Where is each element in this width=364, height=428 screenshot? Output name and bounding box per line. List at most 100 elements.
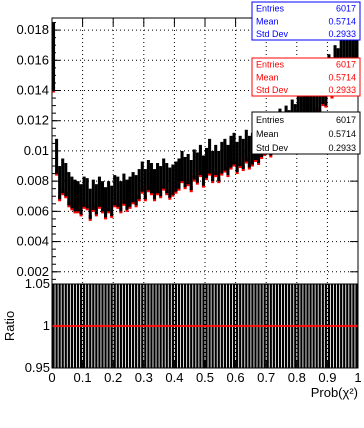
hist-bin xyxy=(67,172,71,206)
stats-value: 0.2933 xyxy=(328,29,356,39)
ratio-point xyxy=(245,324,248,328)
hist-bin xyxy=(351,24,355,61)
x-tick-label: 0.6 xyxy=(227,370,245,385)
ratio-point xyxy=(76,324,80,328)
ratio-point xyxy=(122,324,126,328)
x-tick-label: 0.4 xyxy=(165,370,183,385)
ratio-point xyxy=(303,324,306,328)
ratio-point xyxy=(125,324,129,328)
ratio-point xyxy=(199,324,202,328)
ratio-point xyxy=(263,324,266,328)
ratio-point xyxy=(110,324,113,328)
hist-bin xyxy=(339,36,343,76)
hist-bin xyxy=(235,141,239,173)
ratio-point xyxy=(168,324,172,328)
hist-bin xyxy=(232,132,236,165)
ratio-point xyxy=(119,324,123,328)
stats-value: 6017 xyxy=(336,115,356,125)
stats-label: Mean xyxy=(256,16,279,26)
x-tick-label: 0.1 xyxy=(74,370,92,385)
ratio-point xyxy=(355,324,358,328)
ratio-point xyxy=(318,324,321,328)
hist-bin xyxy=(217,150,221,182)
ratio-point xyxy=(333,324,337,328)
hist-bin xyxy=(205,147,209,179)
ratio-point xyxy=(138,324,141,328)
ratio-point xyxy=(330,324,334,328)
ratio-point xyxy=(89,324,92,328)
hist-bin xyxy=(189,160,193,191)
ratio-point xyxy=(321,324,325,328)
ratio-point xyxy=(248,324,251,328)
ratio-point xyxy=(150,324,153,328)
ratio-point xyxy=(190,324,193,328)
stats-label: Entries xyxy=(256,60,285,70)
ratio-point xyxy=(171,324,175,328)
hist-bin xyxy=(131,172,135,203)
hist-bin xyxy=(119,181,123,212)
ratio-point xyxy=(211,324,214,328)
ratio-point xyxy=(269,324,272,328)
hist-bin xyxy=(55,138,59,174)
stats-box xyxy=(251,57,361,97)
ratio-point xyxy=(327,324,331,328)
hist-bin xyxy=(354,27,358,64)
hist-bin xyxy=(312,85,316,123)
ratio-point xyxy=(85,324,89,328)
ratio-point xyxy=(156,324,159,328)
ratio-point xyxy=(229,324,233,328)
ratio-y-tick-label: 1.05 xyxy=(25,276,50,291)
hist-bin xyxy=(192,149,196,180)
hist-bin xyxy=(107,181,111,212)
ratio-point xyxy=(147,324,150,328)
ratio-point xyxy=(235,324,239,328)
ratio-point xyxy=(183,324,187,328)
hist-bin xyxy=(64,163,68,197)
ratio-point xyxy=(174,324,178,328)
ratio-point xyxy=(186,324,190,328)
stats-box xyxy=(251,1,361,41)
ratio-point xyxy=(113,324,116,328)
ratio-point xyxy=(223,324,227,328)
hist-bin xyxy=(110,185,114,216)
stats-label: Entries xyxy=(256,115,285,125)
y-tick-label: 0.016 xyxy=(16,52,49,67)
ratio-point xyxy=(266,324,269,328)
ratio-point xyxy=(281,324,285,328)
hist-bin xyxy=(309,78,313,118)
hist-bin xyxy=(61,158,65,194)
hist-bin xyxy=(88,188,92,219)
ratio-point xyxy=(193,324,196,328)
hist-bin xyxy=(104,187,108,218)
hist-bin xyxy=(122,173,126,204)
x-tick-label: 0.8 xyxy=(288,370,306,385)
ratio-point xyxy=(232,324,236,328)
stats-value: 0.5714 xyxy=(328,16,356,26)
ratio-point xyxy=(324,324,328,328)
hist-bin xyxy=(85,178,89,209)
ratio-y-tick-label: 1 xyxy=(43,318,50,333)
x-tick-label: 0 xyxy=(48,370,55,385)
y-tick-label: 0.012 xyxy=(16,113,49,128)
ratio-point xyxy=(180,324,184,328)
hist-bin xyxy=(128,176,132,207)
hist-bin xyxy=(244,129,248,162)
hist-bin xyxy=(198,144,202,176)
ratio-point xyxy=(297,324,300,328)
hist-bin xyxy=(58,166,62,200)
hist-bin xyxy=(302,87,306,124)
ratio-point xyxy=(208,324,211,328)
x-tick-label: 0.7 xyxy=(257,370,275,385)
ratio-point xyxy=(70,324,74,328)
hist-bin xyxy=(91,179,95,210)
hist-bin xyxy=(149,163,153,194)
x-tick-label: 0.2 xyxy=(104,370,122,385)
hist-bin xyxy=(94,184,98,215)
ratio-point xyxy=(159,324,162,328)
ratio-point xyxy=(260,324,263,328)
hist-bin xyxy=(223,138,227,171)
ratio-point xyxy=(116,324,119,328)
hist-bin xyxy=(180,150,184,182)
x-tick-label: 0.5 xyxy=(196,370,214,385)
